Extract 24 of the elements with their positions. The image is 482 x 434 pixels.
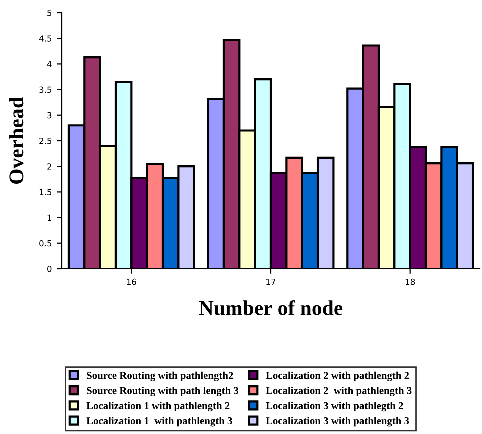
legend-label: Localization 3 with pathlegth 2	[266, 402, 404, 412]
legend-label: Localization 1 with pathlength 3	[86, 417, 232, 427]
y-tick-label: 1.5	[40, 189, 52, 196]
legend-label: Localization 2 with pathlength 2	[266, 372, 410, 382]
x-tick-label: 16	[127, 278, 136, 286]
legend-label: Source Routing with path length 3	[87, 386, 239, 396]
y-tick-label: 3.5	[40, 86, 52, 94]
legend-label: Source Routing with pathlength2	[87, 372, 234, 382]
legend-label: Localization 1 with pathlength 2	[86, 402, 230, 412]
y-tick-label: 0.5	[40, 240, 52, 247]
x-axis-title: Number of node	[199, 300, 343, 316]
y-tick-label: 2.5	[40, 138, 52, 144]
y-tick-label: 3	[48, 112, 52, 119]
y-tick-label: 4	[47, 61, 52, 68]
y-tick-label: 0	[48, 266, 52, 272]
y-axis-title: Overhead	[9, 97, 24, 184]
legend-label: Localization 2 with pathlength 3	[266, 386, 412, 396]
legend-label: Localization 3 with pathlength 3	[266, 417, 410, 427]
y-tick-label: 1	[48, 214, 52, 221]
x-tick-label: 18	[406, 278, 416, 286]
y-tick-label: 2	[48, 164, 52, 170]
x-tick-label: 17	[266, 278, 276, 286]
y-tick-label: 4.5	[39, 36, 52, 42]
y-tick-label: 5	[48, 10, 52, 16]
